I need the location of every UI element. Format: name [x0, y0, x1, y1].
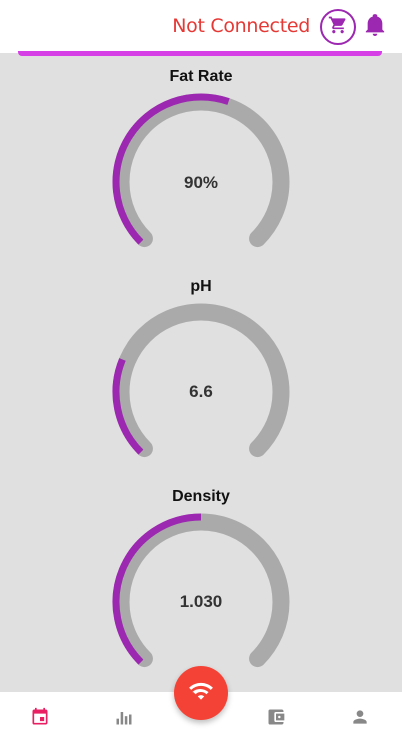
gauge-fill: [112, 93, 230, 245]
person-icon: [350, 707, 370, 732]
calendar-icon: [30, 707, 50, 732]
bell-icon: [364, 13, 386, 42]
wallet-icon: [265, 707, 287, 732]
bar-chart-icon: [114, 707, 134, 732]
gauge-value: 1.030: [179, 592, 223, 611]
gauge-title: Fat Rate: [169, 68, 233, 85]
notification-button[interactable]: [363, 13, 387, 42]
gauge-ph: pH 6.6: [0, 276, 402, 476]
gauge-fill: [112, 513, 202, 665]
gauge-density: Density 1.030: [0, 486, 402, 686]
gauge-track: [112, 513, 290, 668]
gauge-fill: [112, 358, 144, 455]
nav-calendar[interactable]: [29, 707, 51, 732]
gauge-fat-rate: Fat Rate 90%: [0, 66, 402, 266]
gauge-track: [112, 93, 290, 248]
gauge-track: [112, 303, 290, 458]
nav-statistics[interactable]: [113, 708, 135, 730]
gauge-arc: [112, 303, 290, 458]
gauge-title: Density: [172, 488, 230, 505]
header-accent-bar: [18, 51, 382, 56]
gauge-value: 90%: [183, 173, 219, 192]
gauge-arc: [112, 93, 290, 248]
cart-button[interactable]: [320, 9, 356, 45]
gauge-value: 6.6: [189, 382, 213, 401]
app-header: Not Connected: [0, 0, 402, 53]
wifi-icon: [188, 678, 214, 709]
nav-wallet[interactable]: [265, 708, 287, 730]
connection-status: Not Connected: [172, 15, 310, 37]
gauge-arc: [112, 513, 290, 668]
cart-icon: [328, 15, 348, 40]
gauge-title: pH: [190, 278, 212, 295]
nav-profile[interactable]: [349, 708, 371, 730]
connect-wifi-button[interactable]: [174, 666, 228, 720]
